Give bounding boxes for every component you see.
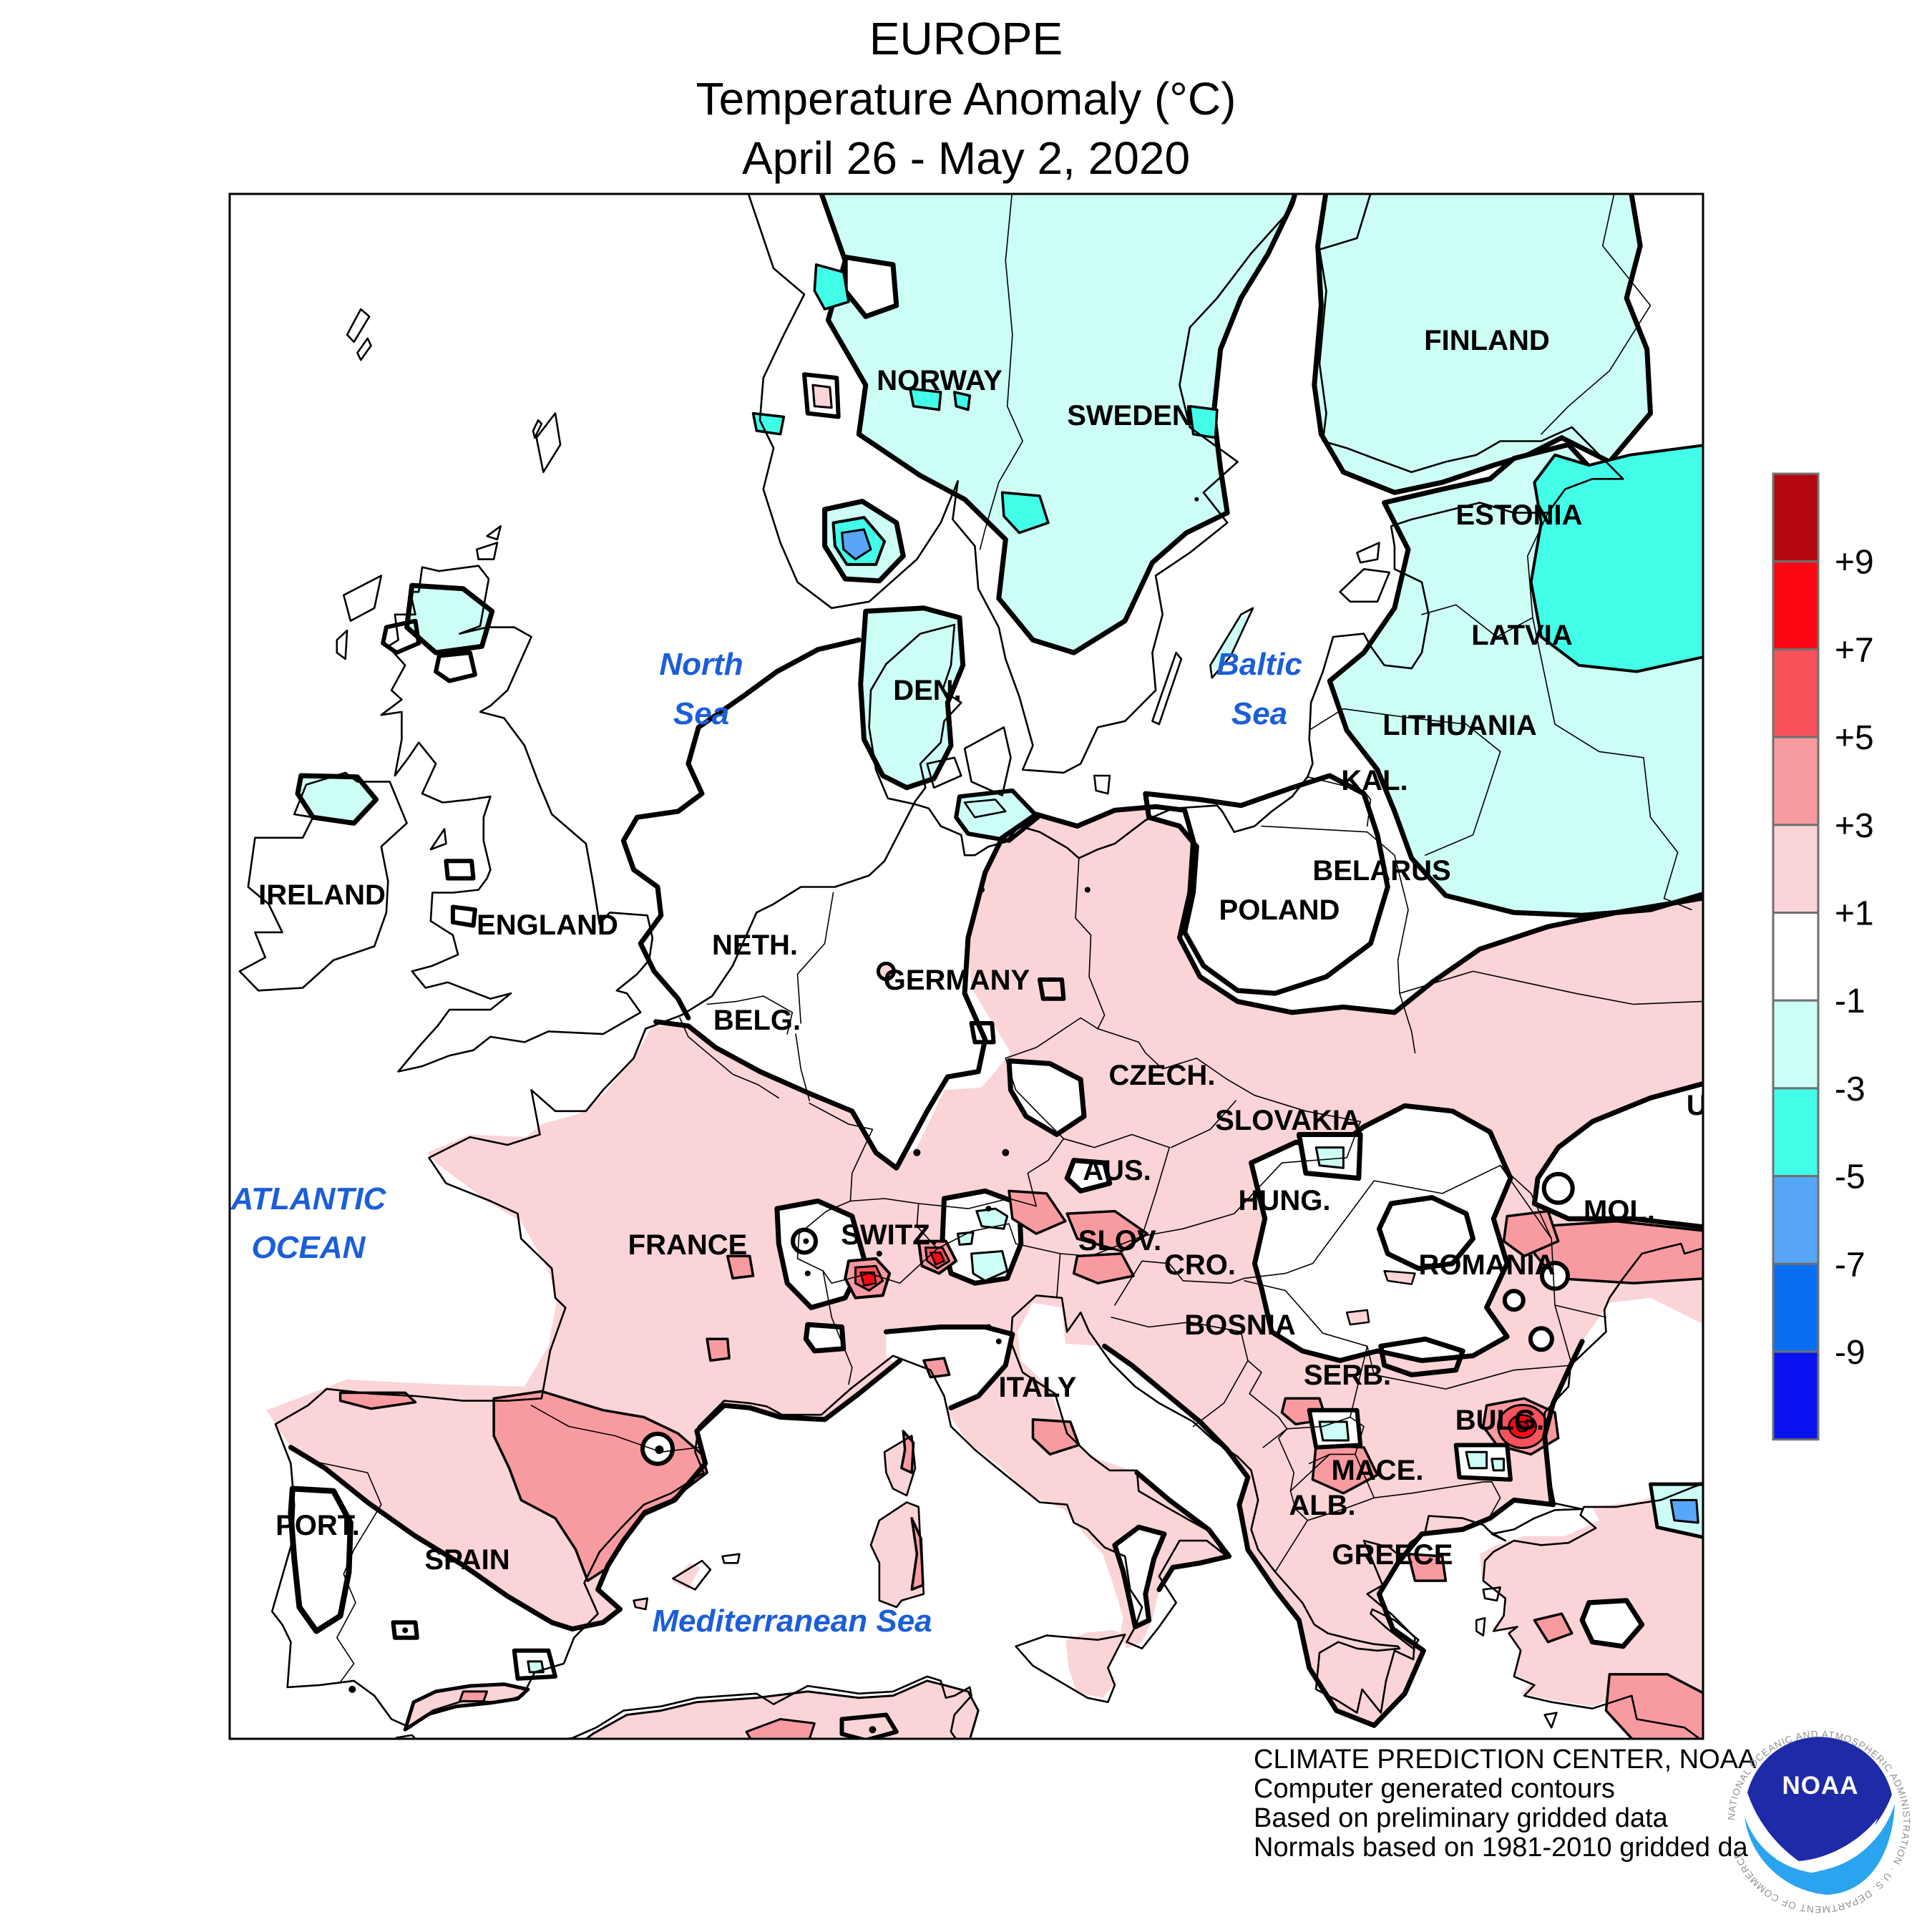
svg-text:LATVIA: LATVIA <box>1471 620 1572 651</box>
svg-text:FINLAND: FINLAND <box>1424 325 1550 356</box>
svg-text:North: North <box>659 647 743 682</box>
svg-text:LITHUANIA: LITHUANIA <box>1382 710 1537 741</box>
svg-text:ITALY: ITALY <box>999 1372 1077 1403</box>
svg-text:+9: +9 <box>1835 544 1874 582</box>
svg-text:KAL.: KAL. <box>1341 765 1407 796</box>
svg-text:SPAIN: SPAIN <box>424 1544 509 1576</box>
svg-text:Baltic: Baltic <box>1216 647 1302 682</box>
svg-text:SWITZ.: SWITZ. <box>841 1219 938 1251</box>
svg-text:Normals based on 1981-2010 gri: Normals based on 1981-2010 gridded data <box>1254 1833 1771 1863</box>
svg-text:SLOV.: SLOV. <box>1078 1225 1161 1257</box>
svg-text:Based on preliminary gridded d: Based on preliminary gridded data <box>1254 1803 1669 1833</box>
svg-text:SWEDEN: SWEDEN <box>1067 400 1193 431</box>
svg-text:DEN.: DEN. <box>893 675 962 706</box>
svg-text:CLIMATE PREDICTION CENTER, NOA: CLIMATE PREDICTION CENTER, NOAA <box>1254 1745 1757 1775</box>
svg-text:-7: -7 <box>1835 1246 1865 1284</box>
svg-text:CZECH.: CZECH. <box>1109 1060 1216 1091</box>
svg-text:BELARUS: BELARUS <box>1312 855 1450 887</box>
svg-text:BOSNIA: BOSNIA <box>1184 1309 1296 1341</box>
svg-text:NOAA: NOAA <box>1782 1772 1858 1800</box>
svg-text:NETH.: NETH. <box>712 930 798 961</box>
svg-text:+1: +1 <box>1835 895 1874 933</box>
svg-text:SLOVAKIA: SLOVAKIA <box>1215 1105 1361 1136</box>
svg-text:Sea: Sea <box>1231 696 1287 731</box>
svg-text:NORWAY: NORWAY <box>877 365 1002 396</box>
svg-text:+5: +5 <box>1835 719 1874 757</box>
svg-text:UKRAINE: UKRAINE <box>1687 1090 1817 1121</box>
svg-text:AUS.: AUS. <box>1083 1155 1151 1186</box>
svg-text:IRELAND: IRELAND <box>258 879 386 911</box>
svg-text:ALB.: ALB. <box>1289 1490 1355 1521</box>
svg-text:-9: -9 <box>1835 1334 1865 1372</box>
svg-text:Computer generated contours: Computer generated contours <box>1254 1774 1615 1804</box>
svg-text:BULG.: BULG. <box>1455 1405 1544 1436</box>
svg-text:Mediterranean Sea: Mediterranean Sea <box>652 1604 932 1639</box>
svg-text:GERMANY: GERMANY <box>884 965 1030 996</box>
svg-text:MOL.: MOL. <box>1584 1195 1655 1226</box>
svg-text:BELG.: BELG. <box>713 1005 801 1036</box>
svg-text:GREECE: GREECE <box>1332 1539 1453 1571</box>
svg-text:ROMANIA: ROMANIA <box>1418 1249 1555 1281</box>
svg-text:OCEAN: OCEAN <box>252 1230 366 1265</box>
svg-text:FRANCE: FRANCE <box>628 1229 748 1261</box>
svg-text:+3: +3 <box>1835 807 1874 845</box>
svg-text:-3: -3 <box>1835 1070 1865 1108</box>
svg-text:Sea: Sea <box>673 696 729 731</box>
svg-text:EUROPE: EUROPE <box>869 13 1063 64</box>
svg-text:HUNG.: HUNG. <box>1239 1185 1331 1216</box>
svg-text:PORT.: PORT. <box>275 1510 360 1541</box>
svg-text:+7: +7 <box>1835 631 1874 669</box>
svg-text:ATLANTIC: ATLANTIC <box>230 1181 387 1216</box>
svg-text:SERB.: SERB. <box>1304 1360 1391 1391</box>
svg-text:POLAND: POLAND <box>1219 894 1340 926</box>
svg-text:Temperature Anomaly (°C): Temperature Anomaly (°C) <box>696 73 1236 125</box>
svg-text:-5: -5 <box>1835 1158 1865 1196</box>
svg-text:ESTONIA: ESTONIA <box>1455 499 1582 531</box>
svg-text:April 26 - May 2, 2020: April 26 - May 2, 2020 <box>742 132 1190 184</box>
svg-text:MACE.: MACE. <box>1332 1455 1424 1486</box>
svg-text:ENGLAND: ENGLAND <box>477 909 618 941</box>
svg-text:-1: -1 <box>1835 982 1865 1020</box>
svg-text:CRO.: CRO. <box>1164 1249 1236 1281</box>
